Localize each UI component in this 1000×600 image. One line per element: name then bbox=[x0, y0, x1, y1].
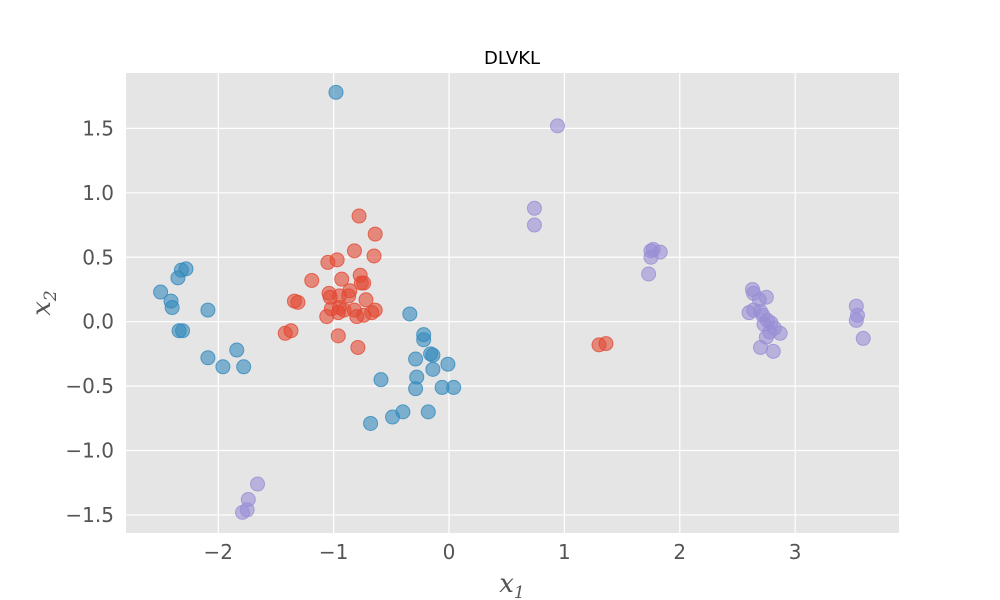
scatter-point-series-1 bbox=[408, 381, 424, 397]
y-tick-label: 0.0 bbox=[82, 310, 114, 334]
scatter-point-series-1 bbox=[328, 84, 344, 100]
x-axis-label-subscript: 1 bbox=[514, 583, 525, 600]
y-tick-label: 1.0 bbox=[82, 181, 114, 205]
scatter-point-series-1 bbox=[236, 359, 252, 375]
y-tick-label: 0.5 bbox=[82, 245, 114, 269]
x-tick-label: −1 bbox=[319, 540, 348, 564]
scatter-point-series-1 bbox=[373, 372, 389, 388]
scatter-point-series-2 bbox=[367, 226, 383, 242]
x-axis-label: x1 bbox=[499, 569, 525, 600]
scatter-point-series-2 bbox=[356, 275, 372, 291]
scatter-point-series-1 bbox=[164, 300, 180, 316]
scatter-point-series-1 bbox=[425, 361, 441, 377]
scatter-point-series-3 bbox=[643, 249, 659, 265]
scatter-point-series-3 bbox=[772, 325, 788, 341]
scatter-point-series-1 bbox=[440, 356, 456, 372]
scatter-point-series-2 bbox=[277, 325, 293, 341]
chart-title: DLVKL bbox=[484, 48, 540, 69]
scatter-point-series-2 bbox=[334, 271, 350, 287]
scatter-point-series-1 bbox=[200, 350, 216, 366]
scatter-point-series-3 bbox=[526, 217, 542, 233]
x-tick-label: 3 bbox=[789, 540, 802, 564]
scatter-point-series-1 bbox=[363, 415, 379, 431]
scatter-point-series-3 bbox=[741, 305, 757, 321]
scatter-point-series-1 bbox=[446, 379, 462, 395]
y-tick-label: −1.0 bbox=[65, 439, 114, 463]
x-tick-label: 0 bbox=[443, 540, 456, 564]
y-tick-label: 1.5 bbox=[82, 116, 114, 140]
scatter-point-series-2 bbox=[358, 292, 374, 308]
data-points bbox=[153, 84, 871, 520]
scatter-point-series-2 bbox=[304, 272, 320, 288]
scatter-point-series-3 bbox=[250, 476, 266, 492]
scatter-point-series-3 bbox=[753, 339, 769, 355]
scatter-point-series-2 bbox=[290, 294, 306, 310]
scatter-point-series-2 bbox=[356, 307, 372, 323]
y-tick-label: −0.5 bbox=[65, 374, 114, 398]
scatter-point-series-2 bbox=[330, 328, 346, 344]
scatter-point-series-1 bbox=[229, 342, 245, 358]
scatter-point-series-2 bbox=[350, 339, 366, 355]
x-tick-labels: −2 −1 0 1 2 3 bbox=[204, 540, 802, 564]
y-axis-label-main: x bbox=[27, 301, 57, 316]
scatter-point-series-1 bbox=[175, 323, 191, 339]
scatter-point-series-2 bbox=[346, 243, 362, 259]
scatter-point-series-1 bbox=[408, 351, 424, 367]
scatter-point-series-1 bbox=[200, 302, 216, 318]
x-tick-label: −2 bbox=[204, 540, 233, 564]
y-axis-label-subscript: 2 bbox=[41, 290, 61, 302]
scatter-point-series-2 bbox=[341, 288, 357, 304]
scatter-point-series-3 bbox=[549, 118, 565, 134]
x-tick-label: 1 bbox=[558, 540, 571, 564]
scatter-point-series-3 bbox=[848, 312, 864, 328]
scatter-point-series-2 bbox=[329, 252, 345, 268]
scatter-point-series-1 bbox=[416, 332, 432, 348]
scatter-point-series-3 bbox=[765, 343, 781, 359]
y-tick-label: −1.5 bbox=[65, 503, 114, 527]
y-tick-labels: −1.5 −1.0 −0.5 0.0 0.5 1.0 1.5 bbox=[65, 116, 114, 527]
scatter-point-series-1 bbox=[178, 261, 194, 277]
x-tick-label: 2 bbox=[673, 540, 686, 564]
x-axis-label-main: x bbox=[499, 569, 514, 599]
scatter-point-series-2 bbox=[319, 309, 335, 325]
scatter-point-series-1 bbox=[215, 359, 231, 375]
scatter-point-series-2 bbox=[351, 208, 367, 224]
scatter-point-series-3 bbox=[235, 504, 251, 520]
scatter-point-series-3 bbox=[526, 200, 542, 216]
scatter-point-series-1 bbox=[402, 306, 418, 322]
scatter-point-series-3 bbox=[855, 330, 871, 346]
y-axis-label: x2 bbox=[27, 290, 61, 316]
plot-area bbox=[126, 73, 899, 533]
scatter-point-series-1 bbox=[420, 404, 436, 420]
scatter-point-series-3 bbox=[641, 266, 657, 282]
scatter-point-series-1 bbox=[153, 284, 169, 300]
scatter-point-series-1 bbox=[395, 404, 411, 420]
scatter-point-series-1 bbox=[425, 347, 441, 363]
scatter-point-series-2 bbox=[598, 336, 614, 352]
scatter-point-series-2 bbox=[366, 248, 382, 264]
